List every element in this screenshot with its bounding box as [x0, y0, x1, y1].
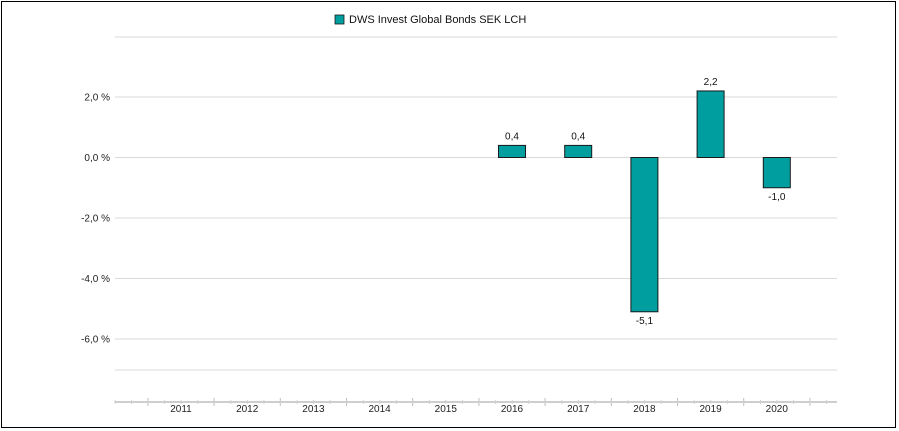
x-tick-label: 2013: [302, 404, 325, 415]
data-label-2020: -1,0: [768, 192, 786, 203]
data-label-2019: 2,2: [704, 77, 718, 88]
x-tick-label: 2019: [699, 404, 722, 415]
bar-2018: [630, 157, 659, 313]
x-tick-label: 2014: [368, 404, 391, 415]
y-tick-label: 2,0 %: [84, 93, 110, 104]
legend: DWS Invest Global Bonds SEK LCH: [334, 14, 526, 26]
x-tick-label: 2017: [567, 404, 590, 415]
data-labels: 0,4 0,4 -5,1 2,2 -1,0: [505, 77, 786, 327]
data-label-2016: 0,4: [505, 131, 519, 142]
x-tick-label: 2016: [501, 404, 524, 415]
y-axis: 2,0 % 0,0 % -2,0 % -4,0 % -6,0 %: [81, 93, 110, 346]
bars: [498, 90, 791, 313]
bar-2017: [564, 144, 593, 158]
x-tick-label: 2018: [633, 404, 656, 415]
data-label-2018: -5,1: [636, 316, 654, 327]
x-axis: 2011 2012 2013 2014 2015 2016 2017 2018 2019 2020: [114, 398, 837, 415]
bar-2016: [498, 144, 526, 158]
data-label-2017: 0,4: [571, 131, 585, 142]
y-tick-label: -4,0 %: [81, 274, 110, 285]
x-tick-label: 2011: [170, 404, 192, 415]
x-tick-label: 2012: [236, 404, 259, 415]
bar-2019: [696, 90, 725, 158]
legend-swatch: [334, 14, 345, 25]
x-tick-label: 2015: [435, 404, 458, 415]
gridlines: [115, 36, 837, 371]
x-tick-label: 2020: [766, 404, 789, 415]
y-tick-label: -2,0 %: [81, 214, 110, 225]
y-tick-label: -6,0 %: [81, 335, 110, 346]
bar-2020: [762, 157, 791, 189]
legend-label: DWS Invest Global Bonds SEK LCH: [349, 14, 526, 26]
y-tick-label: 0,0 %: [84, 153, 110, 164]
